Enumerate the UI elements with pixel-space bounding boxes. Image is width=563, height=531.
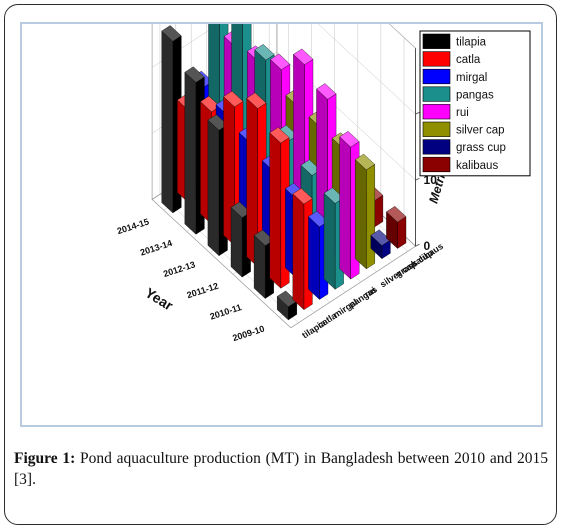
chart-panel: 01020Metric Tons,MT2009-102010-112011-12… — [20, 22, 543, 427]
bar-side-face — [308, 216, 320, 300]
bar-top-face — [184, 66, 205, 83]
bar-side-face — [207, 119, 220, 257]
legend-swatch — [422, 104, 451, 120]
chart-bars — [161, 24, 407, 321]
bar-top-face — [292, 188, 313, 205]
year-tick-label: 2009-10 — [231, 323, 266, 343]
year-tick-label: 2014-15 — [116, 216, 151, 236]
bar-side-face — [339, 136, 351, 280]
z-tick-label: 10 — [424, 173, 438, 187]
bar-top-face — [339, 131, 360, 148]
floor-grid-line — [159, 194, 299, 323]
legend-label: mirgal — [456, 72, 487, 84]
bar-side-face — [253, 234, 266, 299]
bar-top-face — [370, 229, 391, 246]
legend-label: grass cup — [456, 142, 506, 154]
legend-label: pangas — [456, 89, 494, 101]
z-tick — [415, 177, 420, 181]
z-tick — [415, 243, 420, 247]
year-tick-label: 2010-11 — [209, 302, 243, 322]
z-tick-label: 0 — [424, 239, 431, 253]
bar-side-face — [184, 71, 197, 235]
bar-top-face — [270, 53, 291, 70]
bar-side-face — [230, 206, 243, 278]
wall-grid-line — [389, 24, 416, 49]
figure-caption: Figure 1: Pond aquaculture production (M… — [14, 448, 548, 490]
wall-grid-line — [151, 24, 416, 115]
legend-swatch — [422, 68, 451, 85]
legend-swatch — [422, 33, 451, 49]
bar-top-face — [254, 44, 275, 61]
legend-label: kalibaus — [456, 160, 498, 172]
legend-swatch — [422, 51, 451, 67]
bar-top-face — [386, 206, 407, 223]
caption-text: Pond aquaculture production (MT) in Bang… — [14, 450, 548, 488]
year-tick-label: 2012-13 — [162, 259, 197, 279]
bar-side-face — [323, 192, 336, 290]
bar-top-face — [223, 90, 244, 108]
bar-side-face — [355, 159, 367, 270]
bar-silver-cap-2009-10 — [354, 153, 376, 270]
caption-label: Figure 1: — [14, 450, 76, 467]
legend-swatch — [422, 86, 451, 102]
bar-top-face — [354, 153, 376, 171]
bar-top-face — [293, 48, 314, 65]
year-tick-label: 2013-14 — [139, 238, 174, 258]
legend-label: silver cap — [456, 125, 505, 137]
bar-chart-3d: 01020Metric Tons,MT2009-102010-112011-12… — [116, 24, 531, 343]
legend-swatch — [422, 139, 451, 155]
legend-label: catla — [456, 54, 481, 66]
bar-side-face — [269, 132, 281, 289]
bar-grass-cup-2009-10 — [370, 229, 391, 260]
bar-side-face — [161, 30, 173, 214]
bar-tilapia-2009-10 — [276, 290, 298, 321]
chart-legend: tilapia catla mirgal pangas rui silver cap gra… — [419, 30, 531, 177]
bar-top-face — [246, 92, 267, 109]
year-axis-title: Year — [142, 284, 176, 314]
bar-side-face — [292, 193, 305, 311]
legend-label: rui — [456, 107, 469, 119]
bar-kalibaus-2009-10 — [386, 206, 407, 249]
bar-top-face — [276, 290, 298, 307]
bar-top-face — [161, 25, 182, 42]
figure-frame — [4, 4, 557, 525]
year-tick-label: 2011-12 — [186, 281, 220, 301]
bar-front-face — [366, 164, 375, 270]
legend-swatch — [422, 156, 451, 173]
legend-label: tilapia — [456, 37, 487, 49]
legend-swatch — [422, 121, 451, 137]
bar-top-face — [269, 127, 290, 144]
bar-top-face — [316, 83, 337, 100]
z-tick — [415, 111, 420, 115]
